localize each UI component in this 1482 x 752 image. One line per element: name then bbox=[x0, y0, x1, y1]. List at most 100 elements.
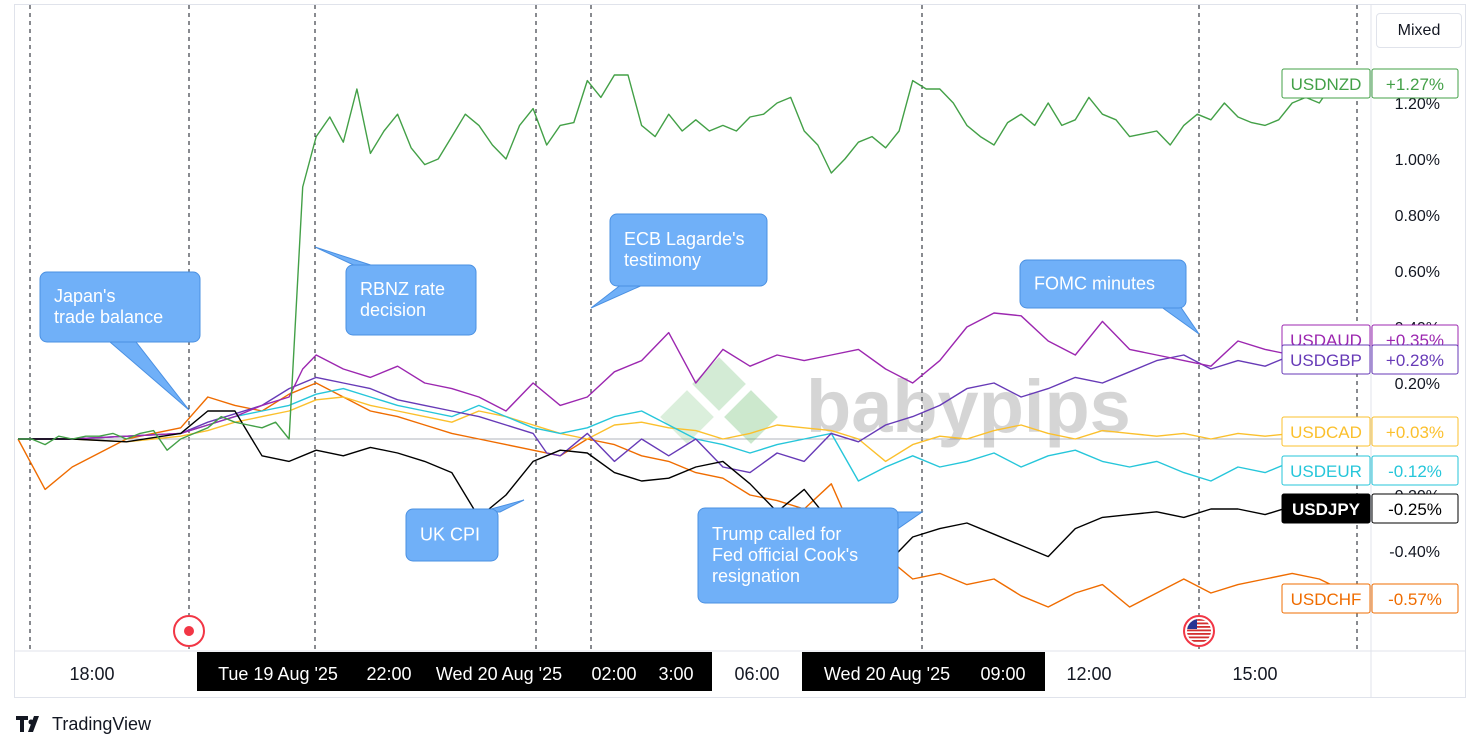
series-line-usdgbp bbox=[18, 354, 1360, 474]
x-tick-label: Wed 20 Aug '25 bbox=[436, 664, 562, 684]
series-change-box bbox=[1371, 493, 1459, 524]
series-change-box bbox=[1371, 416, 1459, 447]
y-tick-label: 1.00% bbox=[1395, 152, 1440, 169]
series-change-label: -0.12% bbox=[1388, 462, 1442, 481]
tradingview-label: TradingView bbox=[52, 714, 152, 734]
x-tick-label: 12:00 bbox=[1066, 664, 1111, 684]
callout-label: resignation bbox=[712, 566, 800, 586]
series-name-label: USDNZD bbox=[1291, 75, 1362, 94]
tradingview-logo[interactable]: TradingView bbox=[16, 714, 151, 735]
callout-label: testimony bbox=[624, 250, 701, 270]
series-label-usdchf: USDCHF -0.57% bbox=[1281, 583, 1459, 614]
series-change-label: +1.27% bbox=[1386, 75, 1444, 94]
series-line-usdeur bbox=[18, 387, 1361, 482]
flag-stripe bbox=[1187, 622, 1211, 625]
series-name-label: USDGBP bbox=[1290, 351, 1362, 370]
callout-box bbox=[39, 271, 201, 343]
callout-box bbox=[405, 508, 499, 562]
watermark-text: babypips bbox=[806, 365, 1131, 448]
callout-box bbox=[697, 507, 899, 604]
event-callout: UK CPI bbox=[405, 499, 525, 562]
series-change-box bbox=[1371, 583, 1459, 614]
flag-stripe bbox=[1187, 626, 1211, 628]
series-line-usdjpy bbox=[18, 410, 1360, 566]
series-label-usdgbp: USDGBP +0.28% bbox=[1281, 344, 1459, 375]
x-tick-label: 18:00 bbox=[69, 664, 114, 684]
callout-label: decision bbox=[360, 300, 426, 320]
callout-tail bbox=[1158, 305, 1200, 335]
series-line-usdnzd bbox=[18, 74, 1361, 451]
callout-label: RBNZ rate bbox=[360, 279, 445, 299]
x-tick-label: 06:00 bbox=[734, 664, 779, 684]
x-tick-label: 02:00 bbox=[591, 664, 636, 684]
event-callout: FOMC minutes bbox=[1019, 259, 1200, 335]
series-change-label: +0.28% bbox=[1386, 351, 1444, 370]
callout-label: trade balance bbox=[54, 307, 163, 327]
series-name-label: USDCAD bbox=[1290, 423, 1362, 442]
series-line-usdaud bbox=[18, 312, 1361, 440]
x-tick-label: Tue 19 Aug '25 bbox=[218, 664, 338, 684]
callout-box bbox=[345, 264, 477, 336]
x-tick-label: 15:00 bbox=[1232, 664, 1277, 684]
y-tick-label: -0.40% bbox=[1389, 544, 1440, 561]
us-flag-icon[interactable] bbox=[1183, 615, 1215, 647]
callout-label: ECB Lagarde's bbox=[624, 229, 745, 249]
x-tick-label: 22:00 bbox=[366, 664, 411, 684]
series-label-usdeur: USDEUR -0.12% bbox=[1281, 455, 1459, 486]
babypips-watermark: babypips bbox=[660, 357, 1131, 448]
series-name-box bbox=[1281, 416, 1371, 447]
callout-label: Trump called for bbox=[712, 524, 841, 544]
series-change-label: -0.57% bbox=[1388, 590, 1442, 609]
series-change-box bbox=[1371, 344, 1459, 375]
series-name-label: USDCHF bbox=[1291, 590, 1362, 609]
y-tick-label: 1.20% bbox=[1395, 96, 1440, 113]
callout-label: UK CPI bbox=[420, 525, 480, 545]
x-tick-label: 3:00 bbox=[658, 664, 693, 684]
series-line-usdchf bbox=[17, 382, 1361, 608]
series-change-label: -0.25% bbox=[1388, 500, 1442, 519]
tradingview-logo-icon bbox=[16, 715, 39, 732]
callout-box bbox=[1019, 259, 1187, 309]
flag-canton bbox=[1187, 619, 1197, 629]
series-name-box bbox=[1281, 493, 1371, 524]
series-line-usdcad bbox=[18, 396, 1360, 463]
x-tick-label: 09:00 bbox=[980, 664, 1025, 684]
watermark-cube-icon bbox=[724, 390, 778, 444]
callout-tail bbox=[108, 341, 190, 411]
callout-label: Fed official Cook's bbox=[712, 545, 858, 565]
flag-stripe bbox=[1187, 636, 1211, 639]
callout-label: Japan's bbox=[54, 286, 115, 306]
series-name-label: USDJPY bbox=[1292, 500, 1361, 519]
y-tick-label: 0.60% bbox=[1395, 264, 1440, 281]
series-change-box bbox=[1371, 455, 1459, 486]
series-name-box bbox=[1281, 583, 1371, 614]
marker-dot bbox=[184, 626, 194, 636]
flag-stripe bbox=[1187, 629, 1211, 632]
series-change-box bbox=[1371, 68, 1459, 99]
flag-body bbox=[1187, 619, 1211, 642]
series-label-usdcad: USDCAD +0.03% bbox=[1281, 416, 1459, 447]
y-tick-label: 0.20% bbox=[1395, 376, 1440, 393]
flag-stripe bbox=[1187, 640, 1211, 642]
watermark-cube-icon bbox=[660, 390, 714, 444]
series-name-box bbox=[1281, 68, 1371, 99]
callout-label: FOMC minutes bbox=[1034, 274, 1155, 294]
event-marker-record-icon[interactable] bbox=[173, 615, 205, 647]
callout-box bbox=[609, 213, 768, 287]
y-tick-label: 0.80% bbox=[1395, 208, 1440, 225]
flag-stripe bbox=[1187, 619, 1211, 621]
flag-stripe bbox=[1187, 633, 1211, 635]
series-change-label: +0.03% bbox=[1386, 423, 1444, 442]
series-label-usdjpy: USDJPY -0.25% bbox=[1281, 493, 1459, 524]
scale-mode-button[interactable]: Mixed bbox=[1376, 13, 1462, 48]
series-name-box bbox=[1281, 455, 1371, 486]
time-highlight-box bbox=[197, 652, 712, 691]
series-label-usdnzd: USDNZD +1.27% bbox=[1281, 68, 1459, 99]
series-name-label: USDEUR bbox=[1290, 462, 1362, 481]
watermark-cube-icon bbox=[692, 357, 746, 411]
x-tick-label: Wed 20 Aug '25 bbox=[824, 664, 950, 684]
